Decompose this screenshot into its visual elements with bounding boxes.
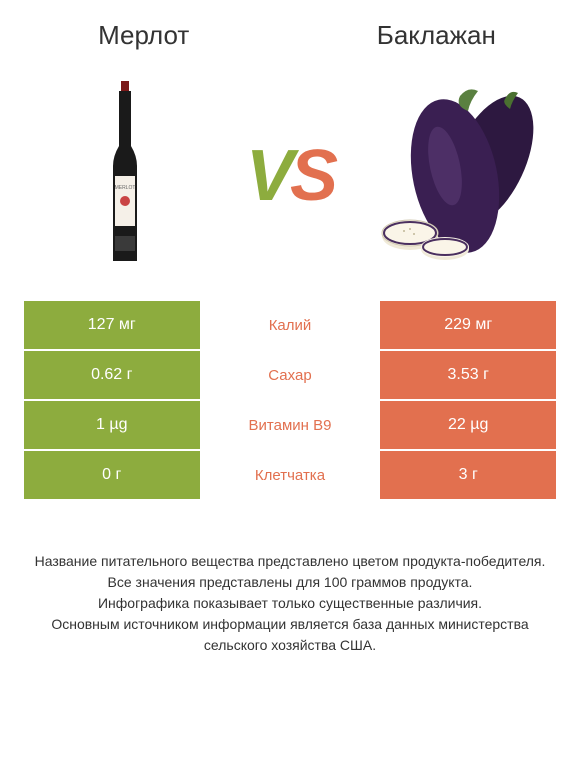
comparison-table: 127 мгКалий229 мг0.62 гСахар3.53 г1 µgВи… [24,301,556,501]
cell-left-value: 0 г [24,451,200,499]
footer-line-1: Название питательного вещества представл… [34,551,546,572]
table-row: 0 гКлетчатка3 г [24,451,556,501]
footer-text: Название питательного вещества представл… [24,551,556,656]
cell-right-value: 229 мг [380,301,556,349]
vs-s: S [290,136,334,216]
images-row: MERLOT VS [24,71,556,281]
footer-line-2: Все значения представлены для 100 граммо… [34,572,546,593]
footer-line-3: Инфографика показывает только существенн… [34,593,546,614]
cell-nutrient-label: Калий [200,301,381,349]
vs-label: VS [246,135,334,217]
cell-nutrient-label: Клетчатка [200,451,381,499]
table-row: 127 мгКалий229 мг [24,301,556,351]
title-left: Мерлот [24,20,263,51]
table-row: 0.62 гСахар3.53 г [24,351,556,401]
svg-text:MERLOT: MERLOT [115,185,136,191]
cell-left-value: 127 мг [24,301,200,349]
title-right: Баклажан [317,20,556,51]
cell-nutrient-label: Сахар [200,351,381,399]
cell-right-value: 3 г [380,451,556,499]
table-row: 1 µgВитамин B922 µg [24,401,556,451]
cell-left-value: 0.62 г [24,351,200,399]
eggplant-image [354,71,556,281]
cell-right-value: 3.53 г [380,351,556,399]
merlot-image: MERLOT [24,71,226,281]
vs-v: V [246,136,290,216]
footer-line-4: Основным источником информации является … [34,614,546,656]
cell-left-value: 1 µg [24,401,200,449]
header-row: Мерлот Баклажан [24,20,556,51]
cell-right-value: 22 µg [380,401,556,449]
cell-nutrient-label: Витамин B9 [200,401,381,449]
